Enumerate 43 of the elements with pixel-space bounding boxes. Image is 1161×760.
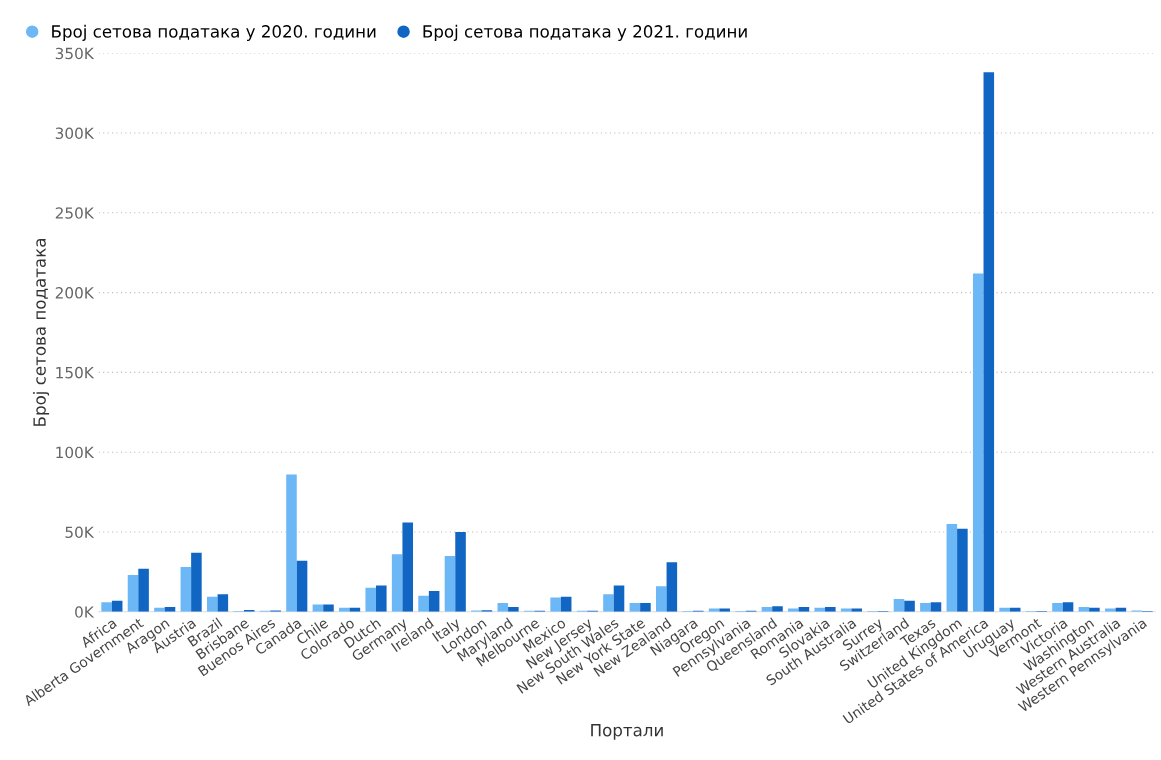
bar	[972, 273, 984, 612]
bar	[613, 585, 625, 612]
bar	[376, 585, 387, 612]
bar	[418, 595, 429, 612]
bar	[428, 591, 440, 612]
bar	[402, 522, 413, 612]
bar	[365, 587, 377, 612]
bar	[101, 602, 112, 612]
bar	[206, 596, 218, 612]
y-tick-label: 50K	[65, 526, 95, 539]
bar	[603, 594, 614, 612]
x-axis-title: Портали	[591, 724, 663, 740]
bar	[655, 586, 667, 612]
y-tick-label: 100K	[56, 446, 95, 459]
bar	[666, 562, 678, 612]
y-tick-label: 0K	[75, 606, 95, 618]
bar	[391, 554, 403, 612]
y-tick-label: 200K	[55, 287, 95, 299]
bar	[286, 474, 297, 612]
bar	[296, 560, 308, 612]
bar	[640, 603, 651, 612]
y-tick-label: 250K	[55, 207, 95, 219]
legend-label: Број сетова података у 2021. години	[423, 24, 747, 41]
bar	[1052, 603, 1063, 612]
y-tick-label: 300K	[55, 127, 95, 140]
bar	[920, 603, 931, 612]
bar	[217, 594, 229, 612]
legend-label: Број сетова података у 2020. години	[52, 24, 376, 41]
bar	[957, 528, 968, 612]
y-tick-label: 350K	[55, 47, 95, 60]
bar	[946, 524, 958, 612]
bar	[772, 606, 783, 612]
bar	[983, 72, 995, 612]
bar	[138, 568, 149, 612]
y-axis-title: Број сетова података	[32, 239, 50, 426]
bar	[455, 532, 466, 612]
bar	[904, 600, 915, 612]
bar	[444, 555, 456, 612]
y-tick-label: 150K	[56, 366, 95, 379]
bar	[191, 552, 202, 612]
bar	[127, 575, 139, 612]
bar	[550, 597, 561, 612]
bar	[180, 567, 192, 612]
